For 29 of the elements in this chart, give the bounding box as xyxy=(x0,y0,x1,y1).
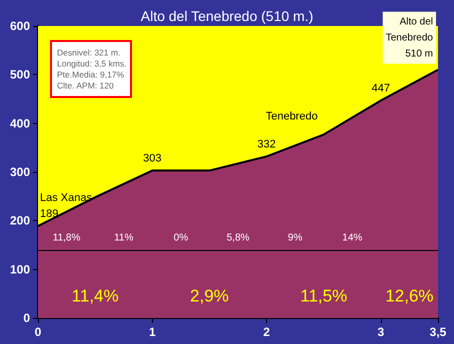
annotation: 11,5% xyxy=(300,286,348,306)
annotation: 11,4% xyxy=(72,286,119,306)
y-tick-label: 500 xyxy=(10,68,30,82)
x-tick-label: 3,5 xyxy=(430,325,447,339)
annotation: Tenebredo xyxy=(266,110,318,123)
y-tick-label: 200 xyxy=(10,214,30,228)
x-tick-label: 1 xyxy=(148,325,156,339)
annotation: 11% xyxy=(114,232,134,244)
x-tick-label: 0 xyxy=(34,325,42,339)
annotation: 9% xyxy=(288,232,302,244)
y-tick-label: 100 xyxy=(10,262,30,276)
y-tick-label: 0 xyxy=(23,311,30,325)
annotation: 332 xyxy=(257,138,276,150)
annotation: Alto del Tenebredo 510 m xyxy=(386,16,434,60)
annotation: 2,9% xyxy=(190,286,229,306)
x-tick-label: 2 xyxy=(263,325,270,339)
y-tick-label: 600 xyxy=(10,19,30,33)
y-tick-label: 400 xyxy=(10,116,30,130)
x-tick-label: 3 xyxy=(378,325,385,339)
annotation: 12,6% xyxy=(385,286,434,306)
annotation: 447 xyxy=(372,82,390,94)
annotation: 11,8% xyxy=(52,232,80,244)
chart-title: Alto del Tenebredo (510 m.) xyxy=(140,8,314,24)
annotation: 5,8% xyxy=(226,232,250,244)
annotation: 0% xyxy=(174,232,188,244)
annotation: Desnivel: 321 m. Longitud: 3,5 kms. Pte.Media: 9,17% Clte. APM: 120 xyxy=(57,48,126,90)
annotation: 14% xyxy=(342,232,362,244)
y-tick-label: 300 xyxy=(10,165,30,179)
annotation: 303 xyxy=(143,152,162,165)
